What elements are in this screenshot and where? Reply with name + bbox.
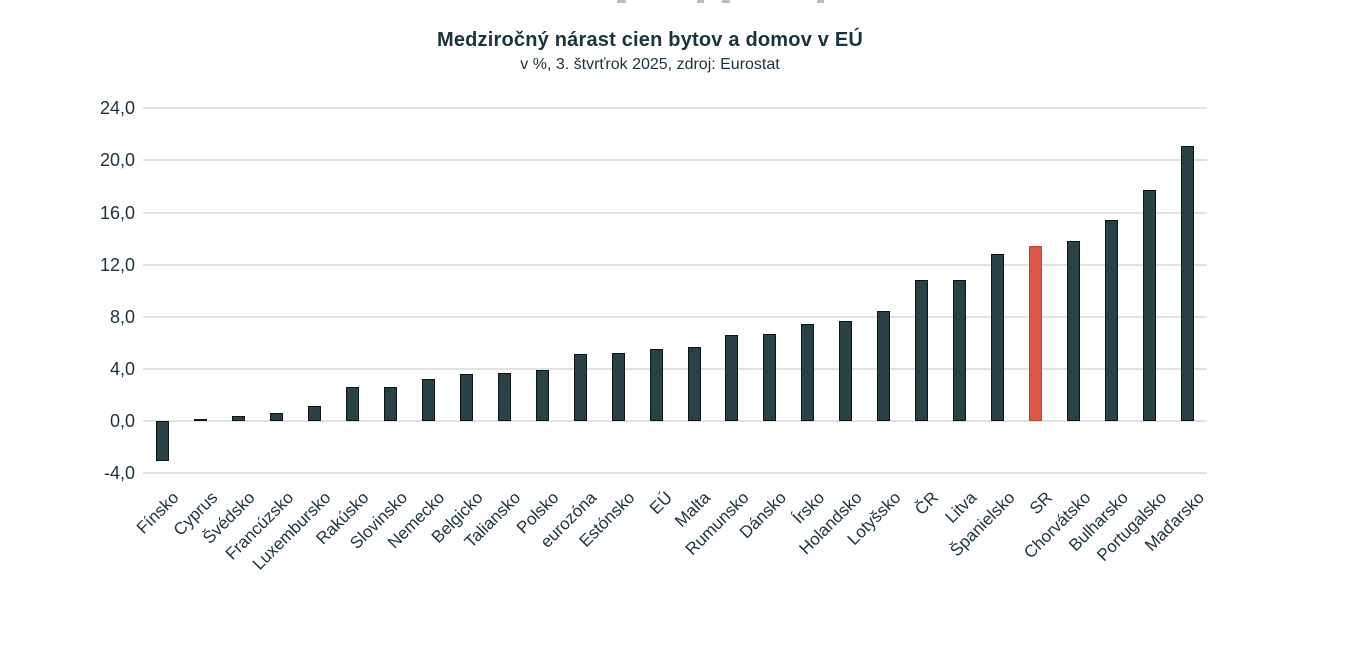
x-axis-label: SR — [1025, 488, 1057, 519]
bar — [459, 373, 473, 421]
bar — [345, 386, 359, 421]
chart-subtitle: v %, 3. štvrťrok 2025, zdroj: Eurostat — [520, 56, 780, 73]
gridline — [143, 107, 1207, 110]
bar — [269, 412, 283, 421]
y-axis-tick-label: 12,0 — [99, 254, 135, 275]
bar — [953, 280, 967, 421]
bar — [1105, 220, 1119, 421]
gridline — [143, 367, 1207, 370]
gridline — [143, 211, 1207, 214]
bar — [801, 324, 815, 421]
y-axis-tick-label: 0,0 — [109, 410, 135, 431]
gridline — [143, 263, 1207, 266]
bar — [307, 406, 321, 421]
cropped-text-artifact — [697, 0, 704, 3]
y-axis-tick-label: 24,0 — [99, 98, 135, 119]
bar — [421, 379, 435, 421]
y-axis-tick-label: 16,0 — [99, 202, 135, 223]
cropped-text-artifact — [722, 0, 730, 3]
x-axis-label: ČR — [911, 488, 943, 519]
bar — [194, 419, 207, 422]
bar — [1181, 146, 1194, 421]
gridline — [143, 471, 1207, 474]
bar-highlighted — [1029, 246, 1043, 421]
bar — [1067, 241, 1081, 421]
bar — [611, 353, 625, 421]
bar — [725, 334, 739, 421]
bar — [497, 372, 511, 421]
y-axis-tick-label: 20,0 — [99, 150, 135, 171]
chart-title: Medziročný nárast cien bytov a domov v E… — [436, 29, 864, 51]
y-axis-tick-label: 4,0 — [109, 358, 135, 379]
bar — [1143, 190, 1156, 421]
bar — [839, 320, 853, 421]
bar — [877, 311, 891, 421]
bar — [231, 415, 245, 421]
bar — [915, 280, 929, 421]
bar — [156, 420, 169, 461]
bar — [991, 254, 1005, 421]
y-axis-tick-label: 8,0 — [109, 306, 135, 327]
cropped-text-artifact — [617, 0, 626, 3]
bar — [687, 346, 701, 421]
gridline — [143, 315, 1207, 318]
bar — [383, 386, 397, 421]
gridline — [143, 159, 1207, 162]
bar — [535, 369, 549, 421]
y-axis-tick-label: -4,0 — [103, 462, 135, 483]
gridline — [143, 419, 1207, 422]
cropped-text-artifact — [817, 0, 824, 3]
bar — [573, 354, 587, 421]
bar — [763, 333, 777, 421]
bar — [649, 349, 663, 421]
